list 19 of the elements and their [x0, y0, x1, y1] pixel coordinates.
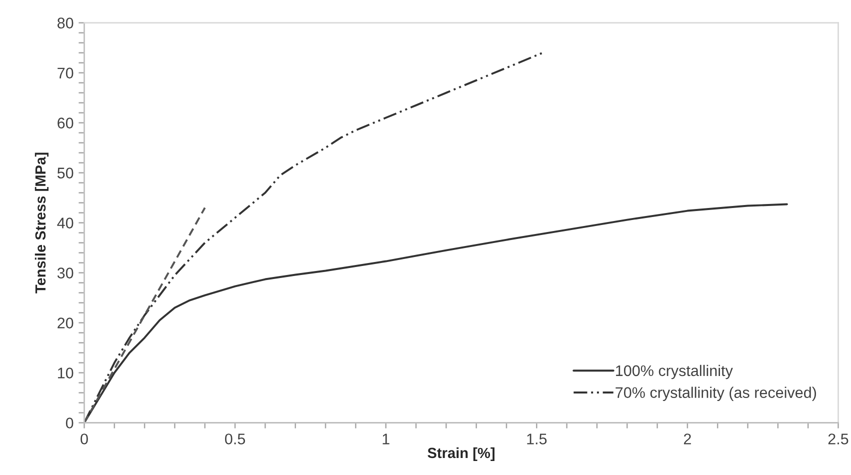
- x-tick-label: 2: [684, 434, 691, 444]
- legend-label: 70% crystallinity (as received): [616, 386, 816, 401]
- y-tick-label: 30: [57, 268, 74, 278]
- x-tick-label: 0.5: [225, 434, 246, 444]
- y-tick-label: 50: [57, 168, 74, 178]
- x-axis-title: Strain [%]: [428, 447, 494, 462]
- y-tick-label: 0: [66, 418, 74, 428]
- y-tick-label: 40: [57, 218, 74, 228]
- y-tick-label: 60: [58, 118, 74, 128]
- x-tick-label: 1: [382, 434, 390, 444]
- x-tick-label: 2.5: [828, 434, 848, 444]
- legend-label: 100% crystallinity: [616, 364, 733, 380]
- x-tick-label: 0: [80, 434, 88, 444]
- y-tick-label: 10: [58, 368, 74, 378]
- y-tick-label: 20: [58, 318, 74, 328]
- x-tick-label: 1.5: [527, 434, 547, 444]
- y-axis-title: Tensile Stress [MPa]: [34, 152, 49, 294]
- y-tick-label: 80: [58, 18, 74, 28]
- y-tick-label: 70: [58, 68, 74, 78]
